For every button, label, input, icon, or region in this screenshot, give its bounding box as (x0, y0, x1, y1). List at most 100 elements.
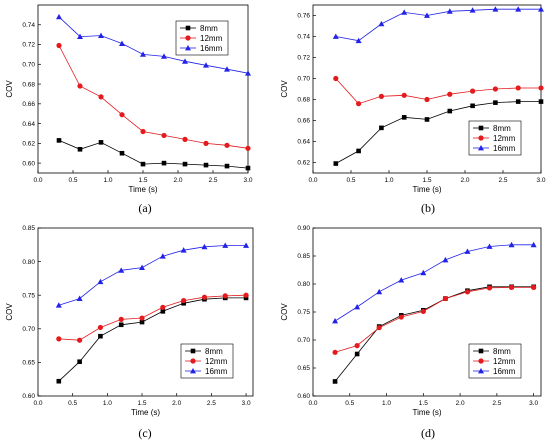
data-point-8mm (356, 148, 361, 154)
data-point-16mm (139, 264, 146, 271)
data-point-8mm (139, 319, 145, 325)
data-point-16mm (508, 241, 515, 248)
x-tick-label: 3.0 (243, 177, 252, 184)
data-point-12mm (333, 75, 339, 82)
x-tick-label: 1.5 (138, 400, 147, 407)
chart-panel-1: 0.0 0.5 1.0 1.5 2.0 2.5 3.0 0.60 0.62 0.64 0.66 0.6… (5, 4, 253, 215)
y-tick-label: 0.60 (22, 160, 35, 167)
series-line-8mm (335, 101, 541, 164)
data-point-16mm (355, 37, 362, 44)
series-line-12mm (58, 294, 247, 341)
y-axis-label: COV (5, 303, 14, 321)
data-point-16mm (180, 247, 187, 253)
x-tick-label: 1.0 (384, 177, 393, 184)
y-tick-label: 0.60 (297, 393, 310, 400)
data-point-16mm (77, 33, 83, 40)
panel-caption: (d) (421, 426, 435, 440)
data-point-12mm (515, 85, 521, 91)
data-point-16mm (469, 7, 476, 13)
x-tick-label: 3.0 (529, 400, 538, 407)
legend-marker-12mm (478, 135, 484, 141)
legend-label-8mm: 8mm (205, 347, 223, 356)
legend-marker-8mm (185, 25, 191, 31)
legend-label-8mm: 8mm (493, 347, 511, 356)
legend-marker-8mm (478, 348, 484, 354)
data-point-12mm (56, 42, 62, 49)
data-point-16mm (332, 33, 339, 39)
data-point-12mm (97, 324, 104, 331)
series-line-12mm (58, 45, 249, 149)
data-point-16mm (424, 12, 430, 18)
data-point-8mm (160, 309, 166, 314)
data-point-16mm (98, 32, 104, 39)
series-line-16mm (58, 16, 249, 74)
x-tick-label: 0.0 (308, 400, 317, 407)
data-point-12mm (508, 284, 515, 290)
data-point-16mm (492, 6, 499, 12)
legend-marker-12mm (185, 35, 191, 41)
data-point-16mm (245, 70, 251, 76)
x-tick-label: 2.5 (207, 400, 216, 407)
legend-label-16mm: 16mm (493, 367, 516, 376)
legend-marker-8mm (190, 348, 196, 354)
data-point-16mm (515, 6, 522, 12)
data-point-8mm (98, 140, 104, 145)
data-point-12mm (420, 308, 426, 315)
y-axis-label: COV (280, 303, 289, 321)
legend-label-12mm: 12mm (200, 34, 223, 43)
data-point-8mm (379, 125, 384, 131)
y-tick-label: 0.70 (22, 61, 35, 68)
data-point-12mm (447, 91, 453, 97)
legend-marker-12mm (190, 358, 196, 364)
y-tick-label: 0.60 (22, 393, 35, 400)
data-point-16mm (119, 40, 125, 46)
legend-label-12mm: 12mm (493, 134, 516, 143)
data-point-12mm (470, 88, 476, 94)
data-point-8mm (224, 163, 230, 169)
data-point-12mm (201, 294, 208, 300)
data-point-8mm (181, 300, 186, 306)
data-point-12mm (140, 128, 146, 135)
data-point-12mm (118, 316, 124, 322)
data-point-16mm (446, 8, 453, 14)
data-point-8mm (140, 161, 146, 167)
y-tick-label: 0.70 (297, 337, 310, 344)
legend-label-8mm: 8mm (493, 124, 511, 133)
data-point-8mm (77, 146, 83, 152)
x-tick-label: 1.5 (138, 177, 147, 184)
data-point-8mm (424, 117, 430, 122)
y-axis-label: COV (5, 80, 14, 98)
data-point-12mm (486, 285, 493, 291)
y-tick-label: 0.68 (297, 97, 310, 104)
data-point-12mm (356, 101, 362, 107)
x-axis-label: Time (s) (412, 408, 441, 417)
panel-caption: (b) (421, 201, 435, 215)
data-point-16mm (140, 51, 146, 57)
y-tick-label: 0.70 (297, 76, 310, 83)
y-tick-label: 0.75 (297, 309, 310, 316)
data-point-16mm (538, 6, 544, 12)
data-point-12mm (464, 289, 471, 295)
data-point-12mm (161, 132, 167, 139)
data-point-16mm (332, 317, 339, 324)
y-axis-label: COV (280, 80, 289, 98)
data-point-12mm (245, 145, 251, 151)
x-axis-label: Time (s) (412, 185, 441, 194)
series-line-16mm (334, 244, 534, 322)
legend-marker-16mm (478, 145, 484, 151)
series-line-16mm (58, 245, 247, 306)
x-tick-label: 1.0 (103, 400, 112, 407)
x-tick-label: 1.0 (103, 177, 112, 184)
data-point-12mm (442, 295, 448, 302)
x-tick-label: 2.0 (173, 177, 182, 184)
x-tick-label: 2.0 (172, 400, 181, 407)
y-tick-label: 0.72 (297, 55, 310, 62)
data-point-8mm (354, 351, 360, 357)
series-line-8mm (58, 297, 247, 382)
data-point-12mm (398, 314, 404, 320)
data-point-8mm (493, 100, 498, 105)
data-point-16mm (243, 242, 250, 248)
data-point-12mm (139, 315, 145, 321)
